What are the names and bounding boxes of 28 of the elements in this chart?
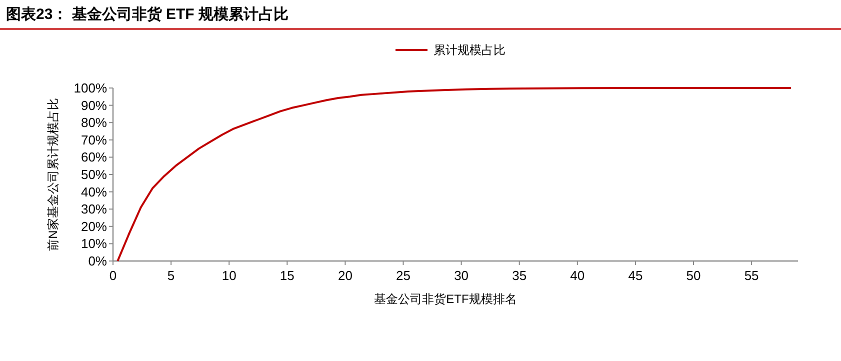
y-tick-label: 0% (88, 254, 108, 268)
y-tick-label: 60% (80, 150, 108, 165)
x-tick-label: 45 (628, 268, 643, 283)
y-tick-label: 40% (80, 184, 108, 200)
x-tick-label: 10 (222, 268, 236, 283)
y-tick-label: 10% (80, 236, 108, 252)
x-tick-label: 25 (396, 268, 410, 283)
y-tick-label: 80% (80, 115, 108, 130)
x-tick-label: 55 (744, 268, 759, 283)
x-tick-label: 20 (338, 268, 352, 283)
y-tick-label: 90% (80, 98, 108, 113)
y-tick-label: 30% (80, 202, 108, 217)
y-axis-title: 前N家基金公司累计规模占比 (46, 98, 60, 251)
x-tick-label: 40 (570, 268, 585, 283)
x-tick-label: 0 (109, 268, 117, 283)
x-axis-title: 基金公司非货ETF规模排名 (374, 292, 517, 306)
line-series (116, 87, 792, 262)
x-tick-label: 15 (280, 268, 294, 283)
y-tick-label: 50% (80, 167, 108, 182)
y-tick-label: 100% (74, 80, 108, 96)
chart-title: 图表23： 基金公司非货 ETF 规模累计占比 (6, 6, 289, 23)
y-tick-label: 70% (80, 132, 108, 148)
x-tick-label: 50 (686, 268, 701, 283)
x-tick-label: 35 (512, 268, 527, 283)
x-tick-label: 30 (454, 268, 469, 283)
legend-label: 累计规模占比 (434, 43, 506, 57)
y-tick-label: 20% (80, 218, 108, 234)
x-tick-label: 5 (167, 268, 175, 283)
